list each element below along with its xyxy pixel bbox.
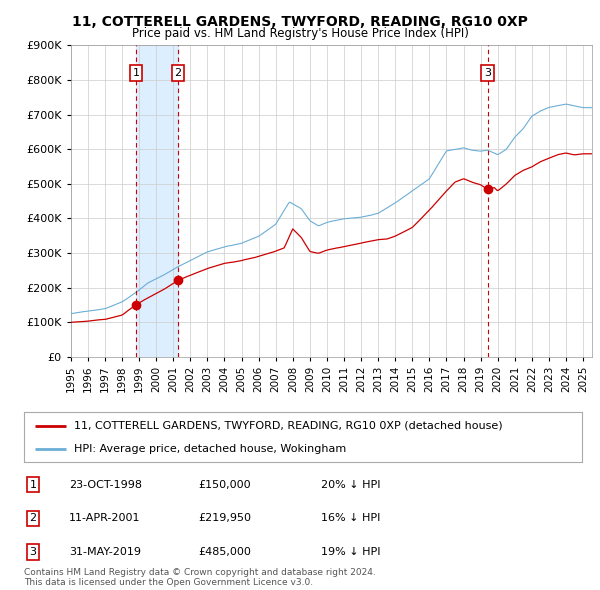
Text: 11, COTTERELL GARDENS, TWYFORD, READING, RG10 0XP (detached house): 11, COTTERELL GARDENS, TWYFORD, READING,…	[74, 421, 503, 431]
Text: 3: 3	[484, 68, 491, 78]
Text: 2: 2	[175, 68, 182, 78]
Text: 23-OCT-1998: 23-OCT-1998	[69, 480, 142, 490]
Text: 31-MAY-2019: 31-MAY-2019	[69, 547, 141, 557]
Text: 19% ↓ HPI: 19% ↓ HPI	[321, 547, 380, 557]
Text: Contains HM Land Registry data © Crown copyright and database right 2024.
This d: Contains HM Land Registry data © Crown c…	[24, 568, 376, 587]
Text: 3: 3	[29, 547, 37, 557]
Text: 1: 1	[29, 480, 37, 490]
Text: 1: 1	[133, 68, 139, 78]
Text: HPI: Average price, detached house, Wokingham: HPI: Average price, detached house, Woki…	[74, 444, 346, 454]
Text: £485,000: £485,000	[198, 547, 251, 557]
Text: 11, COTTERELL GARDENS, TWYFORD, READING, RG10 0XP: 11, COTTERELL GARDENS, TWYFORD, READING,…	[72, 15, 528, 29]
Text: 2: 2	[29, 513, 37, 523]
Text: 11-APR-2001: 11-APR-2001	[69, 513, 140, 523]
Bar	[136, 45, 178, 357]
Text: 20% ↓ HPI: 20% ↓ HPI	[321, 480, 380, 490]
Text: £150,000: £150,000	[198, 480, 251, 490]
Text: Price paid vs. HM Land Registry's House Price Index (HPI): Price paid vs. HM Land Registry's House …	[131, 27, 469, 40]
Text: 16% ↓ HPI: 16% ↓ HPI	[321, 513, 380, 523]
Text: £219,950: £219,950	[198, 513, 251, 523]
